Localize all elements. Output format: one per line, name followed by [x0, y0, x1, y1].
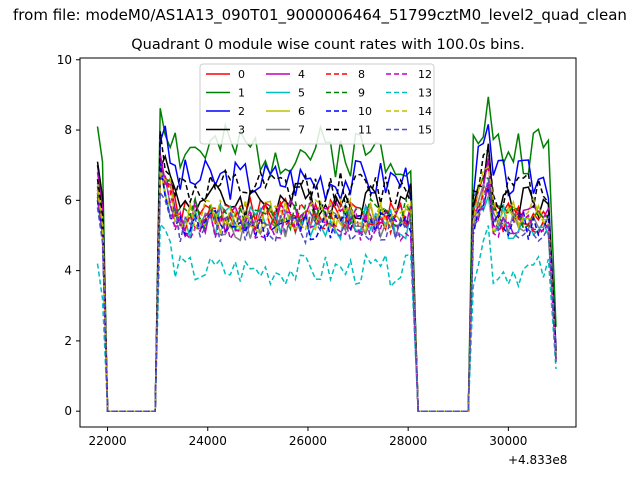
legend-label-2: 2	[238, 105, 245, 118]
x-axis-ticks: 22000 24000 26000 28000 30000	[88, 427, 527, 448]
legend-label-15: 15	[418, 124, 432, 137]
legend-label-11: 11	[358, 124, 372, 137]
figure-suptitle: from file: modeM0/AS1A13_090T01_90000064…	[13, 6, 627, 24]
series-line-13	[96, 222, 557, 412]
y-axis-ticks: 0 2 4 6 8 10	[57, 53, 80, 418]
legend-label-3: 3	[238, 124, 245, 137]
series-lines	[96, 96, 557, 412]
legend-label-1: 1	[238, 87, 245, 100]
x-tick-label: 22000	[88, 434, 126, 448]
series-line-12	[96, 171, 557, 412]
x-tick-label: 30000	[489, 434, 527, 448]
legend-label-14: 14	[418, 105, 432, 118]
legend-label-5: 5	[298, 87, 305, 100]
series-line-11	[96, 131, 557, 412]
series-line-15	[96, 178, 557, 412]
series-line-2	[96, 124, 557, 412]
x-tick-label: 24000	[189, 434, 227, 448]
legend-label-12: 12	[418, 68, 432, 81]
legend-label-6: 6	[298, 105, 305, 118]
legend-label-9: 9	[358, 87, 365, 100]
y-tick-label: 4	[64, 264, 72, 278]
chart-title: Quadrant 0 module wise count rates with …	[131, 37, 525, 53]
legend-box	[199, 63, 435, 145]
legend-label-10: 10	[358, 105, 372, 118]
legend-label-0: 0	[238, 68, 245, 81]
x-axis-offset-label: +4.833e8	[508, 453, 568, 467]
legend-label-4: 4	[298, 68, 305, 81]
series-line-7	[96, 175, 557, 412]
series-line-8	[96, 175, 557, 412]
y-tick-label: 0	[64, 404, 72, 418]
legend-label-8: 8	[358, 68, 365, 81]
y-tick-label: 2	[64, 334, 72, 348]
legend-label-13: 13	[418, 87, 432, 100]
y-tick-label: 10	[57, 53, 72, 67]
y-tick-label: 8	[64, 123, 72, 137]
x-tick-label: 28000	[389, 434, 427, 448]
axes-frame	[79, 57, 577, 428]
legend-label-7: 7	[298, 124, 305, 137]
x-tick-label: 26000	[289, 434, 327, 448]
y-tick-label: 6	[64, 193, 72, 207]
